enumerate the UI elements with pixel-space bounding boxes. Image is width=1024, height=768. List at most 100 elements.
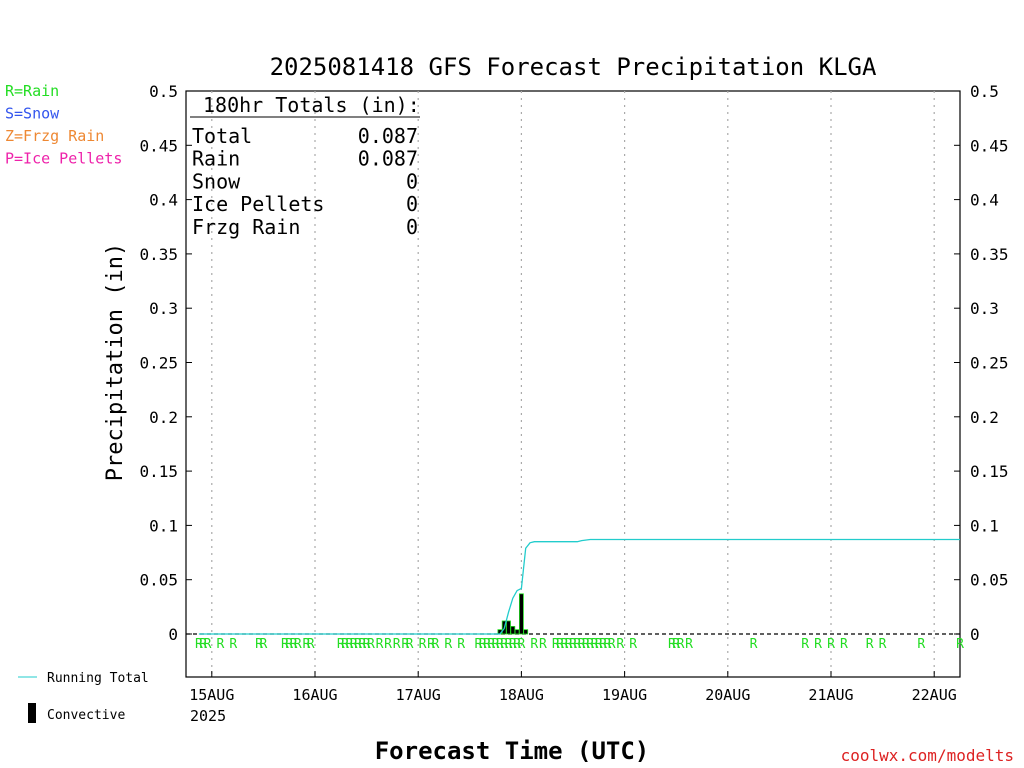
totals-row-value: 0 <box>406 215 418 239</box>
rain-marker: R <box>457 637 465 652</box>
y-tick-label-right: 0.4 <box>970 191 999 210</box>
precip-type-key-item: S=Snow <box>5 105 60 123</box>
rain-marker: R <box>500 637 508 652</box>
totals-row-value: 0.087 <box>358 124 418 148</box>
totals-row-label: Ice Pellets <box>192 192 324 216</box>
rain-marker: R <box>677 637 685 652</box>
y-tick-label-left: 0.5 <box>149 82 178 101</box>
x-axis-label: Forecast Time (UTC) <box>375 737 650 765</box>
y-tick-label-left: 0 <box>168 625 178 644</box>
rain-marker: R <box>879 637 887 652</box>
x-tick-label: 20AUG <box>705 686 750 704</box>
rain-marker: R <box>419 637 427 652</box>
rain-marker: R <box>350 637 358 652</box>
rain-marker: R <box>582 637 590 652</box>
rain-marker: R <box>492 637 500 652</box>
rain-marker: R <box>406 637 414 652</box>
rain-marker: R <box>539 637 547 652</box>
rain-marker: R <box>259 637 267 652</box>
y-tick-label-right: 0.15 <box>970 462 1009 481</box>
chart-title: 2025081418 GFS Forecast Precipitation KL… <box>270 53 877 81</box>
x-tick-label: 19AUG <box>602 686 647 704</box>
rain-marker: R <box>393 637 401 652</box>
precip-type-key: R=Rain S=Snow Z=Frzg Rain P=Ice Pellets <box>5 82 122 168</box>
totals-header: 180hr Totals (in): <box>203 93 420 117</box>
rain-marker: R <box>444 637 452 652</box>
y-tick-label-right: 0.25 <box>970 354 1009 373</box>
precip-type-key-item: R=Rain <box>5 82 59 100</box>
totals-row-label: Total <box>192 124 252 148</box>
y-tick-label-right: 0.5 <box>970 82 999 101</box>
rain-marker: R <box>294 637 302 652</box>
rain-marker: R <box>603 637 611 652</box>
year-label: 2025 <box>190 707 226 725</box>
y-tick-label-right: 0.3 <box>970 299 999 318</box>
rain-marker: R <box>285 637 293 652</box>
rain-marker: R <box>255 637 263 652</box>
y-tick-label-left: 0.2 <box>149 408 178 427</box>
x-tick-label: 22AUG <box>912 686 957 704</box>
rain-marker: R <box>827 637 835 652</box>
y-tick-label-left: 0.25 <box>139 354 178 373</box>
y-tick-label-right: 0.05 <box>970 571 1009 590</box>
y-tick-label-left: 0.05 <box>139 571 178 590</box>
rain-marker: R <box>204 637 212 652</box>
y-tick-label-left: 0.3 <box>149 299 178 318</box>
totals-row-label: Snow <box>192 169 241 193</box>
convective-bar <box>519 593 524 635</box>
x-tick-label: 17AUG <box>396 686 441 704</box>
credit-text: coolwx.com/modelts <box>841 746 1014 765</box>
rain-marker: R <box>345 637 353 652</box>
rain-marker: R <box>685 637 693 652</box>
rain-marker: R <box>384 637 392 652</box>
convective-legend-swatch <box>28 703 36 723</box>
plot-area: 15AUG 16AUG 17AUG 18AUG 19AUG 20AUG 21AUG 22AUG… <box>139 82 1008 704</box>
rain-marker: R <box>629 637 637 652</box>
rain-marker: R <box>290 637 298 652</box>
rain-marker: R <box>509 637 517 652</box>
rain-marker: R <box>363 637 371 652</box>
rain-marker: R <box>431 637 439 652</box>
x-tick-label: 16AUG <box>292 686 337 704</box>
y-tick-label-right: 0.45 <box>970 136 1009 155</box>
plot-frame <box>185 90 961 678</box>
y-tick-label-left: 0.45 <box>139 136 178 155</box>
rain-marker: R <box>195 637 203 652</box>
x-tick-label: 21AUG <box>808 686 853 704</box>
rain-marker: R <box>307 637 315 652</box>
rain-marker: R <box>496 637 504 652</box>
rain-marker: R <box>591 637 599 652</box>
rain-marker: R <box>866 637 874 652</box>
x-tick-label: 15AUG <box>189 686 234 704</box>
rain-marker: R <box>487 637 495 652</box>
y-tick-label-right: 0 <box>970 625 980 644</box>
totals-row-value: 0 <box>406 169 418 193</box>
rain-marker: R <box>302 637 310 652</box>
rain-marker: R <box>530 637 538 652</box>
rain-marker: R <box>616 637 624 652</box>
rain-marker: R <box>556 637 564 652</box>
precip-type-key-item: Z=Frzg Rain <box>5 127 104 145</box>
y-tick-label-left: 0.35 <box>139 245 178 264</box>
rain-marker: R <box>358 637 366 652</box>
rain-marker: R <box>552 637 560 652</box>
rain-marker: R <box>595 637 603 652</box>
rain-marker: R <box>341 637 349 652</box>
totals-row-label: Rain <box>192 147 240 171</box>
rain-marker: R <box>917 637 925 652</box>
rain-marker: R <box>505 637 513 652</box>
chart-legend: Running Total Convective <box>18 671 149 723</box>
rain-marker: R <box>560 637 568 652</box>
x-tick-label: 18AUG <box>499 686 544 704</box>
rain-marker: R <box>427 637 435 652</box>
rain-marker: R <box>840 637 848 652</box>
precip-type-key-item: P=Ice Pellets <box>5 150 122 168</box>
rain-marker: R <box>569 637 577 652</box>
rain-marker: R <box>479 637 487 652</box>
rain-marker: R <box>199 637 207 652</box>
y-axis-label: Precipitation (in) <box>103 243 128 481</box>
rain-marker: R <box>608 637 616 652</box>
rain-marker: R <box>586 637 594 652</box>
rain-marker: R <box>750 637 758 652</box>
